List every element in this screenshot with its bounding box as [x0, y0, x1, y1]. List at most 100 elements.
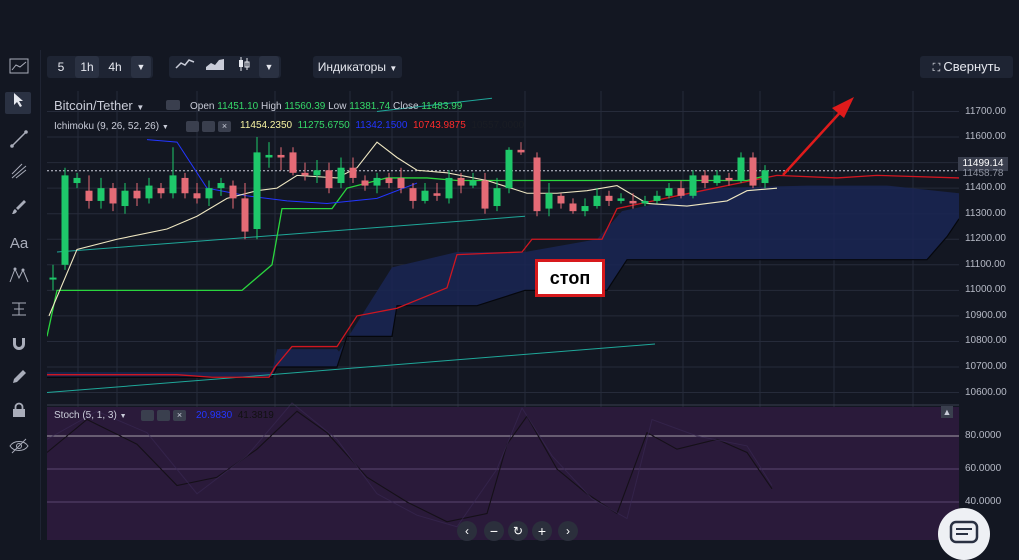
ichimoku-label[interactable]: Ichimoku (9, 26, 52, 26) — [54, 121, 160, 132]
collapse-label: Свернуть — [943, 59, 1001, 74]
chikou-value: 10557.0000 — [471, 120, 525, 131]
candle-body — [725, 177, 733, 181]
settings-icon[interactable] — [202, 121, 215, 132]
ichimoku-controls: × — [186, 121, 232, 132]
symbol-legend: Bitcoin/Tether ▼ — [54, 98, 144, 113]
interval-4h-button[interactable]: 4h — [108, 60, 122, 74]
fork-tool-icon[interactable] — [8, 162, 30, 184]
close-value: 11483.99 — [421, 101, 463, 112]
candle-body — [469, 180, 477, 186]
candle-body — [145, 185, 153, 199]
interval-1h-button[interactable]: 1h — [75, 56, 99, 78]
settings-icon[interactable] — [157, 410, 170, 421]
candle-body — [361, 180, 369, 186]
cursor-icon[interactable] — [5, 92, 31, 114]
pattern-tool-icon[interactable] — [8, 266, 30, 288]
candle-body — [457, 177, 465, 186]
chart-icon[interactable] — [8, 58, 30, 80]
maximize-panel-icon[interactable]: ▲ — [941, 406, 953, 418]
symbol-name[interactable]: Bitcoin/Tether — [54, 98, 133, 113]
stoch-axis-label: 80.0000 — [965, 430, 1002, 441]
candles-icon[interactable] — [233, 56, 255, 78]
candle-body — [701, 175, 709, 184]
stoch-legend: Stoch (5, 1, 3) ▼ — [54, 410, 127, 421]
channel-line-top — [376, 97, 493, 112]
brush-icon[interactable] — [8, 198, 30, 220]
candle-body — [313, 170, 321, 176]
candle-body — [629, 200, 637, 204]
high-value: 11560.39 — [284, 101, 326, 112]
candle-body — [217, 183, 225, 189]
drawing-toolbar: Aa — [0, 50, 41, 540]
candle-body — [533, 157, 541, 212]
area-chart-icon[interactable] — [201, 56, 229, 78]
price-axis-label: 11600.00 — [965, 131, 1006, 143]
candle-body — [581, 206, 589, 212]
ichimoku-cloud — [47, 185, 959, 378]
indicators-label: Индикаторы — [317, 60, 386, 74]
pencil-icon[interactable] — [8, 368, 30, 390]
candle-body — [713, 175, 721, 184]
interval-dropdown-chevron-icon[interactable]: ▼ — [131, 56, 151, 78]
candle-body — [301, 172, 309, 176]
low-label: Low — [328, 101, 347, 112]
channel-line-lower — [47, 343, 656, 394]
candle-body — [761, 170, 769, 184]
candle-body — [433, 193, 441, 196]
candle-body — [409, 188, 417, 201]
candle-body — [653, 195, 661, 201]
chevron-down-icon[interactable]: ▼ — [119, 413, 127, 420]
magnet-icon[interactable] — [8, 334, 30, 356]
senkou-a-blue-line — [146, 139, 418, 204]
chat-button[interactable] — [938, 508, 990, 560]
candle-body — [49, 277, 57, 280]
scroll-left-icon[interactable]: ‹ — [457, 521, 477, 541]
chat-icon — [949, 520, 979, 544]
price-axis-label: 10600.00 — [965, 386, 1007, 398]
senkou-b-value: 10743.9875 — [412, 120, 466, 131]
candle-body — [641, 200, 649, 204]
collapse-button[interactable]: ⛶ Свернуть — [920, 56, 1013, 78]
candle-body — [737, 157, 745, 181]
hide-icon[interactable] — [8, 438, 30, 460]
indicators-button[interactable]: Индикаторы ▼ — [313, 56, 402, 78]
scroll-right-icon[interactable]: › — [558, 521, 578, 541]
close-icon[interactable]: × — [173, 410, 186, 421]
text-tool-icon[interactable]: Aa — [9, 235, 29, 252]
zoom-controls: ‹ − ↻ + › — [457, 521, 579, 543]
stop-annotation: стоп — [535, 259, 605, 297]
cloud-fill — [47, 185, 959, 378]
chevron-down-icon[interactable]: ▼ — [161, 124, 169, 131]
chevron-down-icon[interactable]: ▼ — [136, 103, 145, 112]
eye-icon[interactable] — [186, 121, 199, 132]
stoch-d-value: 41.3819 — [237, 410, 274, 421]
close-icon[interactable]: × — [218, 121, 231, 132]
candle-body — [169, 175, 177, 194]
candle-body — [337, 167, 345, 184]
chart-type-group: ▼ — [169, 56, 281, 78]
channel-line-upper — [56, 215, 526, 253]
candle-body — [421, 190, 429, 201]
stoch-label[interactable]: Stoch (5, 1, 3) — [54, 410, 117, 421]
reset-icon[interactable]: ↻ — [508, 521, 528, 541]
collapse-icon: ⛶ — [932, 62, 944, 74]
arrow-annotation — [782, 97, 854, 176]
price-chart[interactable] — [47, 91, 959, 540]
candle-body — [677, 188, 685, 196]
ohlc-legend: Open 11451.10 High 11560.39 Low 11381.74… — [190, 101, 462, 112]
interval-5-button[interactable]: 5 — [57, 60, 65, 74]
candle-body — [253, 152, 261, 230]
zoom-in-icon[interactable]: + — [532, 521, 552, 541]
chart-type-chevron-icon[interactable]: ▼ — [259, 56, 279, 78]
chevron-down-icon: ▼ — [389, 64, 398, 73]
price-axis-label: 10900.00 — [965, 309, 1007, 321]
lock-icon[interactable] — [8, 402, 30, 424]
price-axis-label: 11000.00 — [965, 284, 1006, 296]
zoom-out-icon[interactable]: − — [484, 521, 504, 541]
trend-line-icon[interactable] — [8, 130, 30, 152]
measure-icon[interactable] — [8, 300, 30, 322]
eye-icon[interactable] — [166, 100, 180, 110]
senkou-b-line — [47, 218, 959, 378]
eye-icon[interactable] — [141, 410, 154, 421]
line-chart-icon[interactable] — [171, 56, 199, 78]
